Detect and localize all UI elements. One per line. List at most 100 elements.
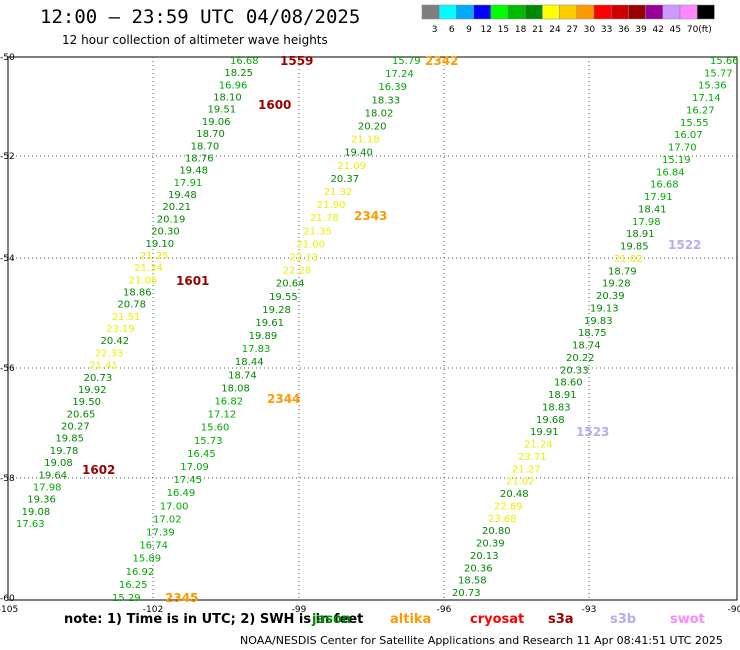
wave-height-value: 19.50 xyxy=(72,397,101,408)
wave-height-value: 16.45 xyxy=(187,449,216,460)
wave-height-value: 22.28 xyxy=(283,266,312,277)
legend-tick-label: 27 xyxy=(566,25,577,35)
wave-height-value: 18.08 xyxy=(221,383,250,394)
satellite-legend-cryosat: cryosat xyxy=(470,612,525,627)
wave-height-value: 18.86 xyxy=(123,288,152,299)
latitude-tick-label: -58 xyxy=(0,474,15,484)
wave-height-value: 21.34 xyxy=(134,263,163,274)
wave-height-value: 19.28 xyxy=(262,305,291,316)
wave-height-value: 15.29 xyxy=(112,593,141,604)
page-subtitle: 12 hour collection of altimeter wave hei… xyxy=(62,33,328,47)
wave-height-value: 19.61 xyxy=(255,318,284,329)
wave-height-value: 18.70 xyxy=(196,129,225,140)
wave-height-value: 17.91 xyxy=(174,178,203,189)
wave-height-value: 18.33 xyxy=(372,95,401,106)
wave-height-value: 18.91 xyxy=(626,229,655,240)
map-plot-area: -105 -102 -99 -96 -93 -90 -50 -52 -54 -56 -58 -60 16… xyxy=(0,53,740,615)
wave-height-value: 21.35 xyxy=(303,226,332,237)
wave-height-value: 21.25 xyxy=(140,251,169,262)
wave-height-value: 18.10 xyxy=(213,93,242,104)
wave-height-value: 20.65 xyxy=(67,409,96,420)
wave-height-value: 15.89 xyxy=(132,554,161,565)
wave-height-value: 16.84 xyxy=(656,167,685,178)
wave-height-value: 18.75 xyxy=(578,328,607,339)
wave-height-value: 18.76 xyxy=(185,153,214,164)
pass-time-label: 1601 xyxy=(176,274,209,288)
wave-height-value: 19.48 xyxy=(179,166,208,177)
wave-height-value: 18.79 xyxy=(608,266,637,277)
wave-height-value: 19.51 xyxy=(207,105,236,116)
wave-height-value: 17.98 xyxy=(632,217,661,228)
wave-height-value: 16.27 xyxy=(686,105,715,116)
wave-height-value: 21.41 xyxy=(89,361,118,372)
wave-height-value: 17.00 xyxy=(160,501,189,512)
wave-height-value: 20.64 xyxy=(276,279,305,290)
wave-height-value: 18.83 xyxy=(542,402,571,413)
wave-height-value: 17.12 xyxy=(208,410,237,421)
wave-height-value: 20.48 xyxy=(500,489,529,500)
wave-height-value: 21.78 xyxy=(310,213,339,224)
wave-height-value: 15.55 xyxy=(680,118,709,129)
wave-height-value: 18.02 xyxy=(365,108,394,119)
wave-height-value: 18.91 xyxy=(548,390,577,401)
wave-height-value: 22.33 xyxy=(95,348,124,359)
wave-height-value: 16.74 xyxy=(139,541,168,552)
pass-time-label: 2343 xyxy=(354,209,387,223)
wave-height-value: 21.90 xyxy=(317,200,346,211)
satellite-legend-s3b: s3b xyxy=(610,612,637,627)
wave-height-value: 17.02 xyxy=(153,514,182,525)
longitude-tick-label: -93 xyxy=(582,605,597,615)
wave-height-value: 22.69 xyxy=(494,501,523,512)
wave-height-value: 18.74 xyxy=(228,370,257,381)
wave-height-value: 19.06 xyxy=(202,117,231,128)
legend-tick-label: 21 xyxy=(532,25,543,35)
wave-height-value: 20.73 xyxy=(84,373,113,384)
legend-tick-label: 6 xyxy=(449,25,455,35)
pass-time-label: 2345 xyxy=(165,591,198,605)
wave-height-value: 19.83 xyxy=(584,316,613,327)
wave-height-value: 21.00 xyxy=(296,239,325,250)
satellite-track-jason: 16.6818.2516.9618.1019.5119.0618.7018.70… xyxy=(16,54,313,530)
satellite-legend-swot: swot xyxy=(670,612,705,627)
wave-height-value: 21.27 xyxy=(512,464,541,475)
legend-tick-label: 18 xyxy=(515,25,527,35)
wave-height-value: 20.30 xyxy=(151,227,180,238)
wave-height-value: 15.73 xyxy=(194,436,223,447)
wave-height-value: 15.60 xyxy=(201,423,230,434)
wave-height-value: 18.74 xyxy=(572,341,601,352)
wave-height-value: 20.13 xyxy=(470,551,499,562)
legend-tick-label: 70 xyxy=(687,25,699,35)
wave-height-value: 16.49 xyxy=(167,488,196,499)
wave-height-value: 18.25 xyxy=(224,68,253,79)
wave-height-value: 21.02 xyxy=(614,254,643,265)
legend-tick-label: 15 xyxy=(498,25,509,35)
wave-height-value: 21.02 xyxy=(506,477,535,488)
wave-height-value: 19.68 xyxy=(536,415,565,426)
wave-height-value: 20.73 xyxy=(452,588,481,599)
legend-tick-label: 24 xyxy=(549,25,561,35)
wave-height-value: 15.36 xyxy=(698,81,727,92)
wave-height-value: 16.92 xyxy=(126,567,155,578)
wave-height-value: 15.79 xyxy=(392,56,421,67)
wave-height-value: 20.22 xyxy=(566,353,595,364)
wave-height-value: 19.36 xyxy=(27,495,56,506)
wave-height-value: 20.78 xyxy=(117,300,146,311)
wave-height-value: 18.58 xyxy=(458,576,487,587)
legend-tick-label: 33 xyxy=(601,25,612,35)
wave-height-value: 16.68 xyxy=(230,56,259,67)
longitude-tick-label: -102 xyxy=(143,605,163,615)
wave-height-value: 19.92 xyxy=(78,385,107,396)
wave-height-value: 23.19 xyxy=(106,324,135,335)
wave-height-value: 19.64 xyxy=(39,470,68,481)
wave-height-value: 19.89 xyxy=(249,331,278,342)
legend-tick-label: 3 xyxy=(432,25,438,35)
pass-time-label: 2342 xyxy=(425,54,458,68)
color-legend: 3 6 9 12 15 18 21 24 27 30 33 36 39 42 45 70 (ft) xyxy=(421,4,715,35)
wave-height-value: 20.39 xyxy=(476,539,505,550)
pass-time-label: 1602 xyxy=(82,463,115,477)
wave-height-value: 20.37 xyxy=(331,174,360,185)
latitude-tick-label: -50 xyxy=(0,53,15,63)
wave-height-value: 19.78 xyxy=(50,446,79,457)
wave-height-value: 19.40 xyxy=(344,148,373,159)
